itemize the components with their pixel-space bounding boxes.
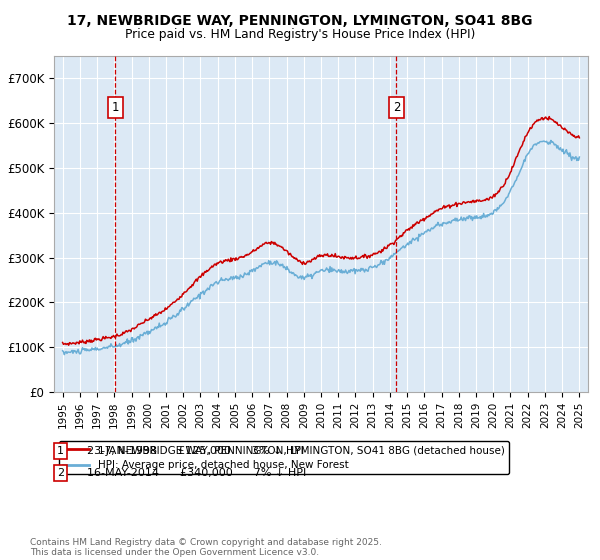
- Text: 16-MAY-2014      £340,000      7% ↓ HPI: 16-MAY-2014 £340,000 7% ↓ HPI: [87, 468, 306, 478]
- Text: 2: 2: [392, 101, 400, 114]
- Legend: 17, NEWBRIDGE WAY, PENNINGTON, LYMINGTON, SO41 8BG (detached house), HPI: Averag: 17, NEWBRIDGE WAY, PENNINGTON, LYMINGTON…: [59, 441, 509, 474]
- Text: 23-JAN-1998      £125,000      3% ↓ HPI: 23-JAN-1998 £125,000 3% ↓ HPI: [87, 446, 304, 456]
- Text: Contains HM Land Registry data © Crown copyright and database right 2025.
This d: Contains HM Land Registry data © Crown c…: [30, 538, 382, 557]
- Text: 1: 1: [112, 101, 119, 114]
- Text: 17, NEWBRIDGE WAY, PENNINGTON, LYMINGTON, SO41 8BG: 17, NEWBRIDGE WAY, PENNINGTON, LYMINGTON…: [67, 14, 533, 28]
- Text: 2: 2: [57, 468, 64, 478]
- Text: Price paid vs. HM Land Registry's House Price Index (HPI): Price paid vs. HM Land Registry's House …: [125, 28, 475, 41]
- Text: 1: 1: [57, 446, 64, 456]
